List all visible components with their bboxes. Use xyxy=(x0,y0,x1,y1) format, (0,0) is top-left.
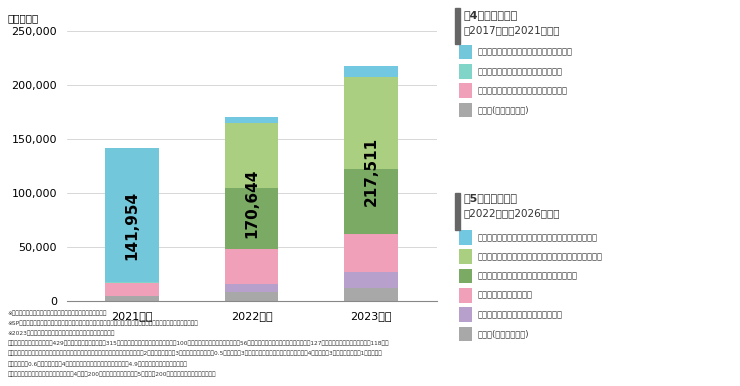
Text: 第5期中長期計画: 第5期中長期計画 xyxy=(464,193,518,203)
Text: その他(受託等を含む): その他(受託等を含む) xyxy=(478,105,530,115)
Bar xyxy=(225,123,278,188)
Text: 141,954: 141,954 xyxy=(125,191,140,260)
Bar xyxy=(344,66,398,77)
Bar xyxy=(344,77,398,169)
Text: 217,511: 217,511 xyxy=(363,137,378,206)
Text: 社会変革に資する研究開発による新たな価値創造の推進: 社会変革に資する研究開発による新たな価値創造の推進 xyxy=(478,252,603,261)
Text: 未来共創の推進と未来を創る人材の育成: 未来共創の推進と未来を創る人材の育成 xyxy=(478,86,568,95)
Bar xyxy=(344,288,398,301)
Text: また、科学技術振興機構費について令和4年度に200億円の発行を行い、令和5年度にも200億円の発行を予定しています。: また、科学技術振興機構費について令和4年度に200億円の発行を行い、令和5年度に… xyxy=(7,371,216,376)
Text: 第4期中長期計画: 第4期中長期計画 xyxy=(464,10,518,20)
Text: 多様な人材の支援・育成: 多様な人材の支援・育成 xyxy=(478,291,533,300)
Text: 未来を共創する研究開発戦略の立案・提言: 未来を共創する研究開発戦略の立案・提言 xyxy=(478,47,573,57)
Bar xyxy=(105,282,159,283)
Text: （2022年度～2026年度）: （2022年度～2026年度） xyxy=(464,208,560,218)
Text: 世界レベルの研究基盤を構築するための大学ファンドの創設に係る予算として、令和2年度補正予算（第3号）により政府出資金0.5兆円、令和3年度財政投融資計画により財: 世界レベルの研究基盤を構築するための大学ファンドの創設に係る予算として、令和2年… xyxy=(7,351,382,356)
Text: 科学技術・イノベーション基盤の強化: 科学技術・イノベーション基盤の強化 xyxy=(478,310,563,319)
Bar xyxy=(105,283,159,296)
Text: ※四捨五入の関係で合計の数字は一致しないことがあります。: ※四捨五入の関係で合計の数字は一致しないことがあります。 xyxy=(7,311,107,316)
Text: （2017年度～2021年度）: （2017年度～2021年度） xyxy=(464,25,560,35)
Text: その他(受託等を含む): その他(受託等を含む) xyxy=(478,329,530,339)
Bar xyxy=(225,249,278,284)
Text: 新たな価値創造の源泉となる研究開発の推進: 新たな価値創造の源泉となる研究開発の推進 xyxy=(478,271,578,281)
Bar xyxy=(225,188,278,249)
Bar xyxy=(225,293,278,301)
Text: 社会変革に資する研究開発戦略の立案と社会との共創: 社会変革に資する研究開発戦略の立案と社会との共創 xyxy=(478,233,598,242)
Bar xyxy=(105,296,159,301)
Text: ※2023年度支出予算には以下の基金からの支出が含まれます。: ※2023年度支出予算には以下の基金からの支出が含まれます。 xyxy=(7,331,115,336)
Text: 革新的研究開発推進基金：429億円、創尚的研究推進基金315億円、経済安全保障重要技術育成基金100億円、先端国際共同研究推進基金56億円、革新的防災改変化技術: 革新的研究開発推進基金：429億円、創尚的研究推進基金315億円、経済安全保障重… xyxy=(7,341,389,346)
Bar xyxy=(344,234,398,272)
Text: 170,644: 170,644 xyxy=(244,169,259,239)
Bar xyxy=(105,148,159,282)
Bar xyxy=(344,169,398,234)
Text: 政府出資金0.6兆円および令和4年度財政投融資計画により財政融資資金4.9兆円が計上措置されています。: 政府出資金0.6兆円および令和4年度財政投融資計画により財政融資資金4.9兆円が… xyxy=(7,361,187,366)
Text: ※SP予算および政府出資金（世界レベルの研究基盤を構築するための大学ファンドの創設に係る予算）は含みません。: ※SP予算および政府出資金（世界レベルの研究基盤を構築するための大学ファンドの創… xyxy=(7,321,198,326)
Text: （百万円）: （百万円） xyxy=(7,13,38,23)
Bar xyxy=(225,284,278,293)
Text: 知の創造と経済・社会的価値への転換: 知の創造と経済・社会的価値への転換 xyxy=(478,67,563,76)
Bar xyxy=(344,272,398,288)
Bar xyxy=(225,117,278,123)
